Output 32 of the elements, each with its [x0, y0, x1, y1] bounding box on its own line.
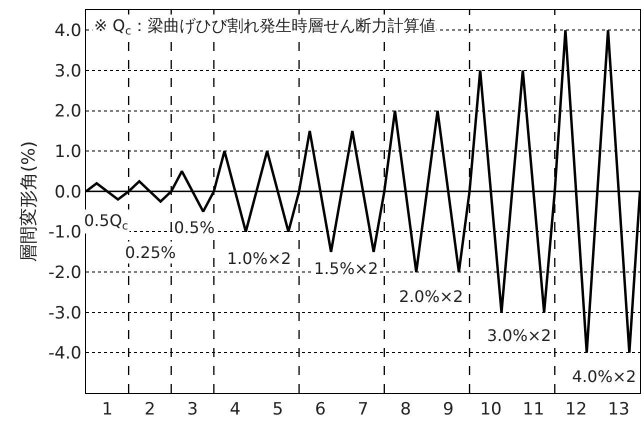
x-tick-label: 8	[400, 400, 412, 420]
y-tick-label: -4.0	[48, 344, 82, 364]
y-tick-label: 4.0	[54, 21, 82, 42]
x-tick-label: 7	[358, 400, 368, 420]
x-tick-label: 5	[272, 400, 284, 420]
x-tick-label: 4	[230, 400, 241, 420]
annotation: 0.25%	[125, 243, 176, 262]
y-tick-label: 3.0	[54, 61, 82, 82]
y-tick-label: -3.0	[48, 303, 82, 324]
annotation: 2.0%×2	[399, 287, 464, 306]
annotation: 4.0%×2	[572, 367, 636, 386]
annotation: 1.0%×2	[227, 249, 292, 268]
y-tick-label: 2.0	[54, 102, 82, 122]
x-tick-label: 2	[144, 400, 156, 420]
annotation: 1.5%×2	[314, 259, 378, 278]
x-tick-label: 9	[442, 400, 454, 420]
annotation: ※ Q$_{c}$：梁曲げひび割れ発生時層せん断力計算値	[94, 16, 436, 38]
y-tick-label: 0.0	[54, 182, 82, 202]
y-tick-label: -1.0	[48, 222, 82, 243]
annotation: 0.5Q$_{c}$	[84, 211, 128, 232]
x-tick-label: 10	[480, 400, 502, 420]
y-tick-label: -2.0	[48, 263, 82, 283]
y-axis-title: 層間変形角(%)	[18, 140, 40, 262]
x-tick-label: 1	[102, 400, 113, 420]
x-tick-label: 12	[565, 400, 587, 420]
x-tick-label: 6	[314, 400, 326, 420]
annotation: 0.5%	[174, 218, 215, 237]
x-tick-label: 11	[522, 400, 544, 420]
x-tick-label: 3	[187, 400, 198, 420]
x-tick-label: 13	[608, 400, 630, 420]
annotation: 3.0%×2	[487, 326, 552, 345]
y-tick-label: 1.0	[54, 142, 82, 162]
